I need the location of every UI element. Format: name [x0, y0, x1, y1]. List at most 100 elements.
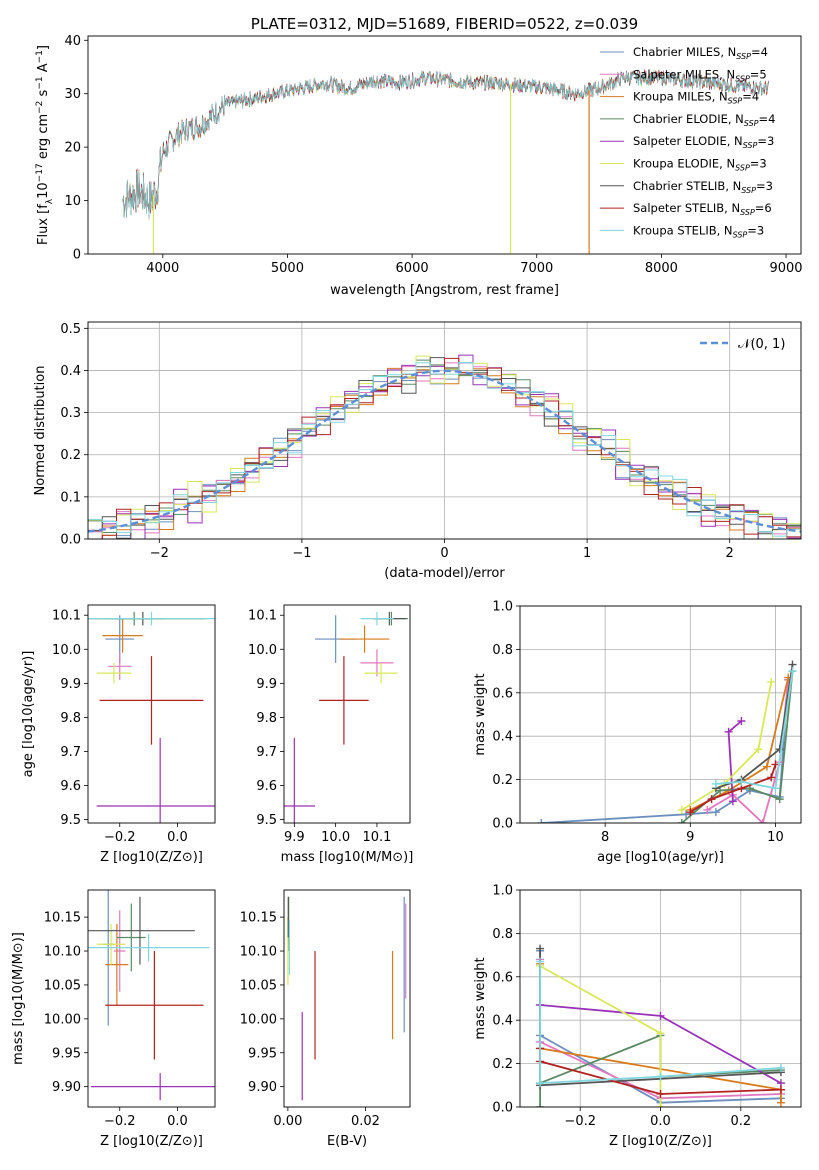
y-tick-label: 10.0 — [52, 643, 81, 658]
x-tick-label: 9.9 — [284, 830, 305, 845]
legend-label-part: SSP — [740, 208, 755, 217]
residual-histogram — [88, 355, 801, 539]
weight-marker — [728, 797, 737, 806]
x-tick-label: 0.2 — [730, 1114, 751, 1129]
y-tick-label: 9.8 — [60, 711, 81, 726]
y-tick-label: 10.00 — [240, 1012, 277, 1027]
error-point — [88, 934, 210, 962]
y-tick-label: 0.4 — [60, 364, 81, 379]
error-point — [360, 649, 394, 677]
x-tick-label: 9000 — [769, 261, 802, 276]
error-point — [99, 656, 204, 745]
plot-area-weight_vs_age — [537, 660, 797, 823]
x-tick-label: 6000 — [396, 261, 429, 276]
y-tick-label: 0.2 — [492, 773, 513, 788]
x-tick-label: 9 — [686, 830, 694, 845]
x-tick-label: 10.1 — [362, 830, 391, 845]
panel-mass_vs_EBV: 0.00 0.02 9.90 9.95 10.00 10.05 10.10 10.15 E(B-… — [240, 889, 411, 1149]
y-tick-label: 9.7 — [256, 745, 277, 760]
axes-frame — [283, 889, 411, 1108]
x-tick-label: 2 — [726, 546, 734, 561]
y-tick-label: 30 — [64, 87, 81, 102]
weight-marker — [776, 1085, 785, 1094]
y-tick-label: 9.6 — [60, 779, 81, 794]
weight-marker — [762, 762, 771, 771]
plot-area-mass_vs_Z — [88, 890, 215, 1101]
y-tick-label: 10.10 — [240, 945, 277, 960]
weight-marker — [536, 957, 545, 966]
y-tick-label: 10.1 — [52, 609, 81, 624]
y-tick-label: 10.1 — [248, 609, 277, 624]
y-tick-label: 0.0 — [60, 533, 81, 548]
legend-label-part: Kroupa MILES, N — [633, 90, 728, 104]
axes-frame — [87, 604, 216, 824]
y-tick-label: 0.0 — [492, 817, 513, 832]
legend-label-part: SSP — [741, 186, 756, 195]
panel-age_vs_mass: 9.9 10.0 10.1 9.5 9.6 9.7 9.8 9.9 10.0 10.1 mass [… — [248, 604, 413, 865]
x-tick-label: 5000 — [271, 261, 304, 276]
y-tick-label: 9.9 — [60, 677, 81, 692]
y-axis-label: mass [log10(M/M⊙)] — [11, 932, 26, 1065]
legend-label-part: =3 — [756, 179, 773, 193]
axes-frame — [519, 889, 802, 1108]
error-point — [88, 611, 215, 626]
legend-label-part: =5 — [750, 67, 767, 81]
normal-curve — [88, 369, 801, 533]
error-point — [105, 951, 204, 1060]
x-tick-label: 10.0 — [321, 830, 350, 845]
weight-marker — [656, 1029, 665, 1038]
legend-label-part: =3 — [747, 223, 764, 237]
legend-label-part: =6 — [755, 201, 772, 215]
legend-label: Kroupa STELIB, NSSP=3 — [633, 223, 764, 239]
weight-marker — [758, 819, 767, 823]
y-label-part: Flux [f — [36, 204, 51, 245]
y-label-part: s — [36, 89, 51, 100]
legend-label-part: SSP — [728, 97, 743, 106]
weight-marker — [767, 677, 776, 686]
legend-label-part: SSP — [743, 141, 758, 150]
x-tick-label: 0.0 — [650, 1114, 671, 1129]
legend-label: 𝒩(0, 1) — [738, 337, 785, 352]
y-label-part: ] — [36, 45, 51, 50]
x-tick-label: −0.2 — [104, 830, 136, 845]
x-tick-label: 7000 — [520, 261, 553, 276]
error-point — [319, 656, 369, 745]
legend-label-part: Chabrier MILES, N — [633, 45, 736, 59]
legend-label-part: =4 — [759, 112, 776, 126]
weight-marker — [711, 808, 720, 817]
error-point — [108, 652, 132, 680]
panel-mass_vs_Z: −0.2 0.0 9.90 9.95 10.00 10.05 10.10 10.15 Z [lo… — [11, 889, 216, 1149]
x-tick-label: 0.0 — [167, 1114, 188, 1129]
weight-marker — [775, 745, 784, 754]
plot-area-age_vs_mass — [284, 611, 408, 823]
weight-marker — [767, 773, 776, 782]
legend-label-part: =3 — [750, 157, 767, 171]
weight-marker — [677, 805, 686, 814]
x-tick-label: 0.02 — [351, 1114, 380, 1129]
plot-area-age_vs_Z — [88, 611, 215, 823]
legend-label-part: =4 — [751, 45, 768, 59]
weight-marker — [771, 784, 780, 793]
y-label-part: −17 — [35, 163, 45, 182]
legend-label-part: =4 — [742, 90, 759, 104]
y-tick-label: 9.8 — [256, 711, 277, 726]
axes-frame — [87, 35, 802, 255]
legend-label: Kroupa ELODIE, NSSP=3 — [633, 157, 767, 173]
weight-marker — [686, 808, 695, 817]
weight-marker — [724, 727, 733, 736]
x-tick-label: 8 — [601, 830, 609, 845]
y-tick-label: 0.0 — [492, 1101, 513, 1116]
x-axis-label: Z [log10(Z/Z⊙)] — [100, 1134, 203, 1149]
legend-label-part: SSP — [744, 119, 759, 128]
weight-line — [541, 679, 790, 823]
y-tick-label: 9.95 — [248, 1046, 277, 1061]
legend-label-part: SSP — [735, 74, 750, 83]
legend-label-part: Salpeter STELIB, N — [633, 201, 740, 215]
legend-label-part: SSP — [736, 52, 751, 61]
chart-title: PLATE=0312, MJD=51689, FIBERID=0522, z=0… — [251, 15, 638, 33]
plot-area-spectrum — [122, 69, 769, 254]
y-label-part: −1 — [35, 50, 45, 63]
legend-label-part: Chabrier STELIB, N — [633, 179, 741, 193]
weight-marker — [656, 1103, 665, 1107]
y-tick-label: 9.6 — [256, 779, 277, 794]
